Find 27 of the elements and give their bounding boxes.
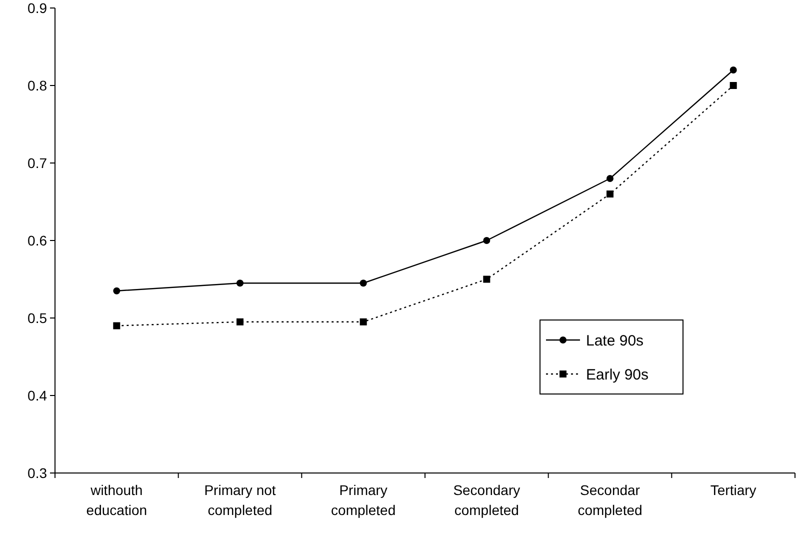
y-tick-label: 0.7 [28, 154, 48, 171]
legend-label: Late 90s [586, 332, 644, 350]
y-tick-label: 0.3 [28, 464, 48, 481]
point [483, 237, 490, 244]
legend-label: Early 90s [586, 366, 649, 384]
point [360, 318, 367, 326]
point [236, 318, 244, 326]
x-tick-label: Primary not completed [204, 482, 276, 518]
x-tick-label: Secondar completed [578, 482, 642, 518]
x-tick-label: withouth education [86, 482, 148, 518]
point [113, 287, 120, 294]
x-tick-label: Primary completed [331, 482, 396, 518]
point [113, 322, 120, 330]
y-tick-label: 0.5 [28, 310, 48, 326]
point [483, 276, 490, 283]
point [236, 280, 244, 287]
point [606, 175, 614, 182]
y-tick-label: 0.9 [28, 0, 48, 16]
y-tick-label: 0.4 [28, 387, 48, 404]
point [360, 280, 367, 287]
point [730, 66, 737, 74]
point [606, 190, 614, 198]
point [730, 82, 737, 89]
x-tick-label: Secondary completed [453, 482, 520, 518]
y-tick-label: 0.8 [28, 77, 48, 94]
y-tick-label: 0.6 [28, 232, 48, 248]
x-tick-label: Tertiary [710, 482, 756, 498]
